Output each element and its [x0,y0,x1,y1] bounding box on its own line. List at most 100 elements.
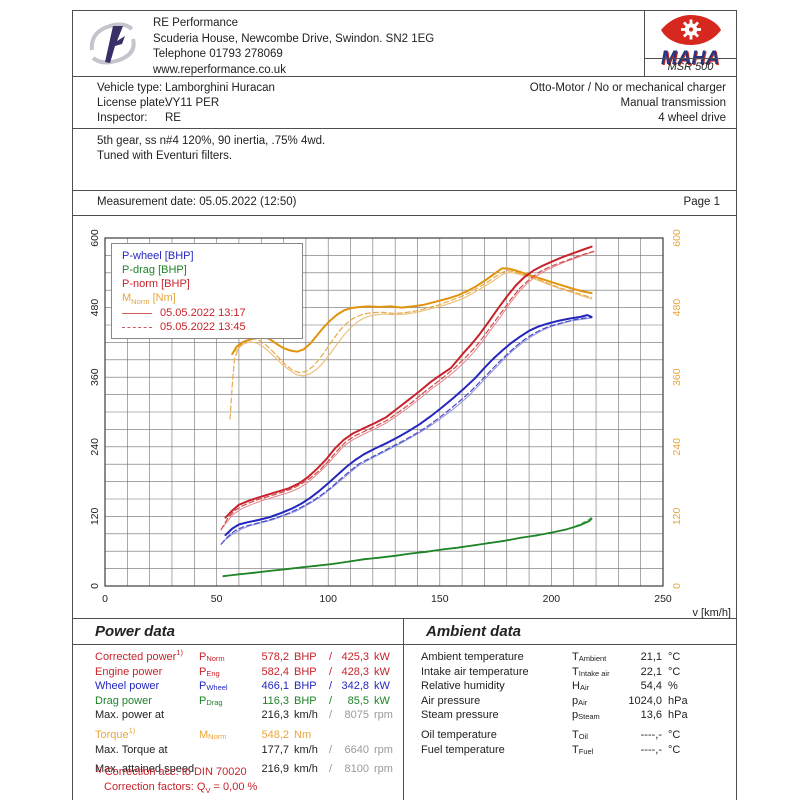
note-line-2: Tuned with Eventuri filters. [97,150,233,162]
ambient-row-value: 54,4 [640,680,662,693]
ambient-data-title: Ambient data [404,619,736,645]
chart-legend: P-wheel [BHP] P-drag [BHP] P-norm [BHP] MNo… [111,243,303,339]
vehicle-type-value: Lamborghini Huracan [165,82,275,94]
x-axis-tick-label: 50 [211,593,223,605]
x-axis-tick-label: 100 [319,593,337,605]
ambient-row-unit: % [668,680,678,693]
power-row-value-1: 548,2 [261,728,289,741]
footnote-line-1: Correction acc. to DIN 70020 [101,766,247,778]
y-axis-tick-label: 120 [89,507,101,525]
power-row-symbol: P Wheel [199,680,228,693]
legend-entry: MNorm [Nm] [122,291,294,306]
power-row-unit-1: BHP [294,651,317,663]
ambient-row-unit: °C [668,651,681,663]
y-axis-tick-label: 240 [89,438,101,456]
legend-entry-label: P-wheel [BHP] [122,250,194,262]
ambient-row-label: Oil temperature [421,728,497,741]
series-p-norm-run1-solid [224,245,593,519]
ambient-row-unit: hPa [668,709,688,722]
power-row-label: Corrected power 1) [95,648,183,663]
ambient-table-row: Oil temperature T Oil ----,- °C [404,729,736,744]
ambient-row-symbol: T Ambient [572,651,607,663]
power-row-value-1: 216,9 [261,763,289,776]
x-axis-tick-label: 250 [654,593,672,605]
y2-axis-tick-label: 600 [671,229,683,247]
measurement-bar: Measurement date: 05.05.2022 (12:50) Pag… [72,190,737,216]
power-table-row: Engine power P Eng 582,4 BHP / 428,3 kW [73,666,403,681]
legend-run-label: 05.05.2022 13:17 [160,307,246,319]
power-row-value-2: 8075 [344,709,369,722]
ambient-table-row: Fuel temperature T Fuel ----,- °C [404,744,736,759]
transmission-type: Manual transmission [620,97,726,109]
series-p-drag-run1-solid [222,517,593,577]
x-axis-tick-label: 200 [543,593,561,605]
power-row-unit-2: rpm [374,743,393,756]
y2-axis-tick-label: 240 [671,438,683,456]
re-performance-logo-icon [89,22,136,65]
power-row-slash: / [329,665,333,678]
ambient-row-label: Relative humidity [421,680,505,693]
ambient-row-label: Air pressure [421,694,481,707]
ambient-row-unit: hPa [668,694,688,707]
power-row-slash: / [329,743,333,756]
ambient-row-symbol: p Steam [572,709,600,722]
vehicle-type-label: Vehicle type: [97,82,163,94]
ambient-row-label: Ambient temperature [421,651,524,663]
power-row-value-2: 342,8 [341,680,369,693]
power-row-label: Max. Torque at [95,743,168,756]
legend-run: 05.05.2022 13:17 [122,306,294,320]
inspector-value: RE [165,112,181,124]
company-name: RE Performance [153,17,239,29]
ambient-data-table: Ambient temperature T Ambient 21,1 °C Intake … [404,651,736,758]
power-row-slash: / [329,694,333,707]
device-model: MSR 500 [645,58,736,76]
power-row-value-1: 216,3 [261,709,289,722]
x-axis-label: v [km/h] [692,607,731,618]
ambient-row-value: 13,6 [640,709,662,722]
power-row-symbol: P Drag [199,694,223,707]
power-row-label: Torque 1) [95,725,136,741]
ambient-table-row: Air pressure p Air 1024,0 hPa [404,695,736,710]
license-plate-value: VY11 PER [165,97,220,109]
y2-axis-tick-label: 360 [671,368,683,386]
power-row-label: Max. attained speed [95,763,195,776]
power-row-unit-1: km/h [294,763,318,776]
vehicle-info: Vehicle type: Lamborghini Huracan Licens… [72,76,737,129]
ambient-row-value: 21,1 [640,651,662,663]
legend-entry-sub: Norm [131,297,150,306]
power-row-label: Max. power at [95,709,165,722]
legend-run-label: 05.05.2022 13:45 [160,321,246,333]
ambient-row-label: Fuel temperature [421,743,505,756]
series-torque-norm-run1-solid [231,267,593,355]
power-row-slash: / [329,763,333,776]
power-row-unit-2: kW [374,680,390,693]
power-row-value-2: 8100 [344,763,369,776]
power-table-row: Drag power P Drag 116,3 BHP / 85,5 kW [73,695,403,710]
power-table-row: Corrected power 1) P Norm 578,2 BHP / 425,3 kW [73,648,403,666]
y-axis-tick-label: 360 [89,368,101,386]
series-p-drag-run2-dashed [222,515,593,578]
legend-entry: P-norm [BHP] [122,277,294,291]
power-row-unit-2: rpm [374,709,393,722]
ambient-table-row: Intake air temperature T Intake air 22,1 °C [404,666,736,681]
ambient-row-unit: °C [668,728,681,741]
notes: 5th gear, ss n#4 120%, 90 inertia, .75% … [72,128,737,191]
y2-axis-tick-label: 0 [671,583,683,589]
legend-entry: P-wheel [BHP] [122,249,294,263]
ambient-row-label: Intake air temperature [421,665,529,678]
power-row-unit-1: BHP [294,665,317,678]
page-number: Page 1 [683,196,720,208]
ambient-table-row: Steam pressure p Steam 13,6 hPa [404,709,736,724]
series-p-wheel-run2-dashed [220,316,593,545]
measurement-date: Measurement date: 05.05.2022 (12:50) [97,196,297,208]
power-row-unit-1: BHP [294,694,317,707]
power-row-unit-1: Nm [294,728,312,741]
y-axis-tick-label: 480 [89,299,101,317]
power-row-value-1: 116,3 [262,694,289,707]
power-row-symbol-sub: Wheel [206,683,228,693]
power-row-value-2: 425,3 [341,651,369,663]
series-p-norm-run2-dashed [220,250,595,531]
power-row-unit-1: BHP [294,680,317,693]
ambient-row-symbol-sub: Air [578,697,588,707]
